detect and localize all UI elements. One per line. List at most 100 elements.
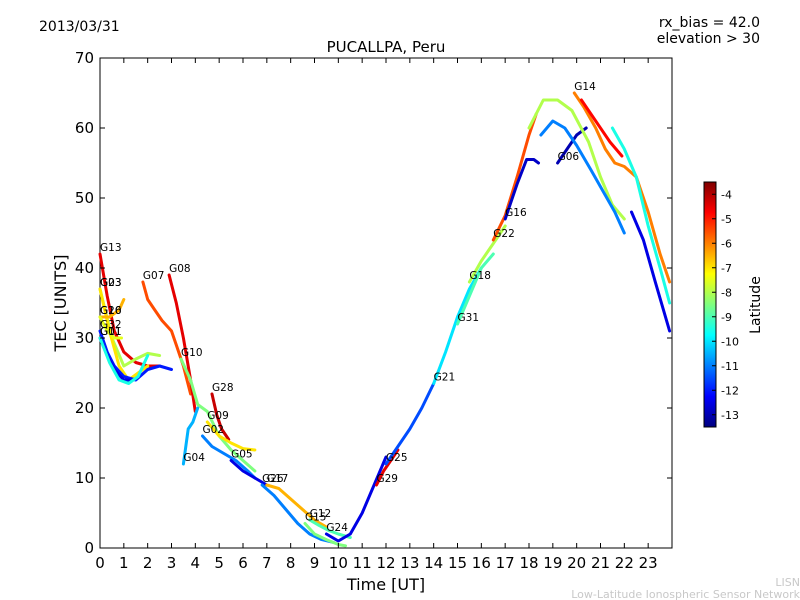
x-tick-label: 11 <box>353 554 372 572</box>
x-tick-label: 15 <box>448 554 467 572</box>
satellite-track <box>467 224 507 284</box>
colorbar-tick-label: -7 <box>721 262 732 275</box>
satellite-label: G11 <box>100 326 122 338</box>
x-tick-label: 2 <box>143 554 153 572</box>
satellite-label: G07 <box>143 270 165 282</box>
satellite-label: G10 <box>181 347 203 359</box>
satellite-track <box>265 483 328 529</box>
satellite-label: G13 <box>100 242 122 254</box>
satellite-label: G23 <box>100 277 122 289</box>
satellite-track <box>201 434 257 480</box>
x-tick-label: 9 <box>310 554 320 572</box>
colorbar-tick-label: -4 <box>721 188 732 201</box>
satellite-track <box>610 126 672 305</box>
satellite-track <box>456 252 495 326</box>
satellite-label: G17 <box>267 473 289 485</box>
satellite-track <box>324 455 388 543</box>
x-tick-label: 12 <box>376 554 395 572</box>
colorbar-tick-label: -5 <box>721 213 732 226</box>
satellite-label: G31 <box>458 312 480 324</box>
satellite-track <box>98 336 150 385</box>
colorbar-tick-label: -11 <box>721 360 739 373</box>
satellite-label: G25 <box>386 452 408 464</box>
satellite-label: G26 <box>262 473 284 485</box>
x-tick-label: 20 <box>567 554 586 572</box>
y-tick-label: 30 <box>75 329 94 347</box>
colorbar-tick-label: -12 <box>721 384 739 397</box>
satellite-label: G02 <box>202 424 224 436</box>
x-tick-label: 1 <box>119 554 129 572</box>
satellite-track <box>205 420 257 452</box>
x-tick-label: 0 <box>95 554 105 572</box>
satellite-track <box>98 298 126 319</box>
satellite-track <box>491 112 538 242</box>
colorbar-tick-label: -13 <box>721 409 739 422</box>
x-tick-label: 16 <box>472 554 491 572</box>
y-axis-label: TEC [UNITS] <box>51 255 70 353</box>
satellite-label: G32 <box>100 319 122 331</box>
satellite-track <box>572 91 672 284</box>
satellite-track <box>303 522 347 548</box>
satellite-track <box>527 98 626 221</box>
satellite-track <box>179 357 257 473</box>
footer-lisn: LISN <box>775 576 800 589</box>
colorbar-ticks: -4 -5 -6 -7 -8 -9 -10 -11 -12 -13 <box>712 188 739 422</box>
x-tick-label: 23 <box>639 554 658 572</box>
x-tick-label: 6 <box>238 554 248 572</box>
satellite-label: G12 <box>310 508 332 520</box>
satellite-label: G03 <box>100 277 122 289</box>
colorbar-label: Latitude <box>748 276 764 334</box>
satellite-label: G16 <box>100 305 122 317</box>
satellite-track <box>210 392 231 441</box>
footer-network: Low-Latitude Ionospheric Sensor Network <box>571 588 800 600</box>
elevation-label: elevation > 30 <box>657 31 760 47</box>
satellite-label: G22 <box>493 228 515 240</box>
y-tick-label: 40 <box>75 259 94 277</box>
x-tick-label: 14 <box>424 554 443 572</box>
satellite-label: G15 <box>305 512 327 524</box>
satellite-label: G14 <box>574 81 596 93</box>
satellite-track <box>181 406 200 466</box>
satellite-label: G16 <box>505 207 527 219</box>
x-tick-label: 22 <box>615 554 634 572</box>
y-tick-label: 0 <box>84 539 94 557</box>
satellite-label: G08 <box>169 263 191 275</box>
satellite-label: G09 <box>207 410 229 422</box>
x-tick-label: 13 <box>400 554 419 572</box>
satellite-track <box>579 98 624 158</box>
satellite-label: G18 <box>469 270 491 282</box>
colorbar-tick-label: -9 <box>721 311 732 324</box>
y-tick-label: 10 <box>75 469 94 487</box>
satellite-label: G06 <box>558 151 580 163</box>
x-tick-label: 19 <box>543 554 562 572</box>
satellite-track <box>308 518 352 539</box>
satellite-track <box>375 448 400 487</box>
x-tick-label: 10 <box>329 554 348 572</box>
y-tick-label: 60 <box>75 119 94 137</box>
x-axis-ticks: 0 1 2 3 4 5 6 7 8 9 10 11 12 13 14 15 16 17 18 19 20 21 22 23 <box>95 58 658 572</box>
satellite-track <box>229 459 269 487</box>
satellite-label: G05 <box>231 449 253 461</box>
x-tick-label: 21 <box>591 554 610 572</box>
satellite-track <box>630 210 672 333</box>
x-tick-label: 18 <box>519 554 538 572</box>
x-axis-label: Time [UT] <box>346 575 425 594</box>
x-tick-label: 3 <box>167 554 177 572</box>
satellite-label: G21 <box>434 372 456 384</box>
satellite-track <box>503 158 540 221</box>
satellite-track <box>539 119 626 235</box>
satellite-label: G04 <box>183 452 205 464</box>
satellite-label: G20 <box>100 305 122 317</box>
satellite-track <box>98 315 123 340</box>
rx-bias-label: rx_bias = 42.0 <box>659 15 760 31</box>
y-axis-ticks: 0 10 20 30 40 50 60 70 <box>75 49 672 557</box>
satellite-label: G01 <box>100 326 122 338</box>
y-tick-label: 70 <box>75 49 94 67</box>
colorbar-tick-label: -10 <box>721 335 739 348</box>
y-tick-label: 50 <box>75 189 94 207</box>
x-tick-label: 5 <box>214 554 224 572</box>
x-tick-label: 7 <box>262 554 272 572</box>
satellite-track <box>98 329 173 382</box>
chart-title: PUCALLPA, Peru <box>327 38 446 56</box>
